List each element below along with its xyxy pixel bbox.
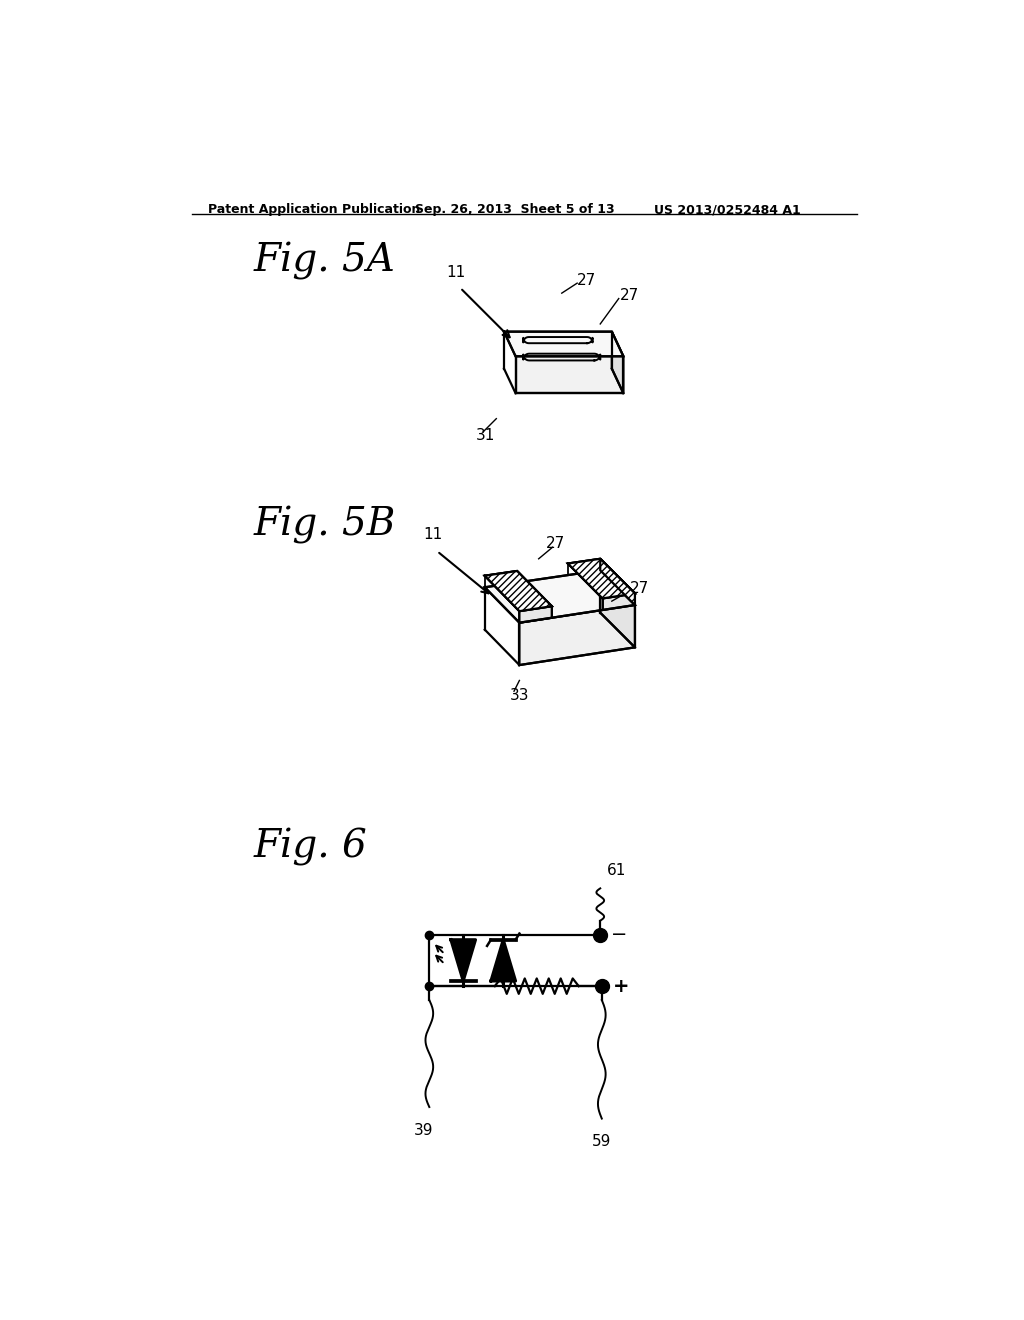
Polygon shape [602, 594, 635, 610]
Polygon shape [519, 606, 552, 623]
Text: −: − [611, 925, 628, 944]
Polygon shape [490, 940, 515, 981]
Text: 11: 11 [446, 265, 466, 280]
Polygon shape [484, 570, 635, 623]
Text: 27: 27 [630, 581, 649, 595]
Text: 39: 39 [414, 1122, 433, 1138]
Polygon shape [515, 356, 624, 393]
Polygon shape [484, 572, 552, 611]
Text: 59: 59 [592, 1134, 611, 1150]
Polygon shape [600, 570, 635, 647]
Text: 61: 61 [606, 863, 626, 878]
Polygon shape [600, 558, 635, 605]
Text: Fig. 6: Fig. 6 [254, 829, 368, 866]
Text: 33: 33 [509, 688, 529, 704]
Text: Sep. 26, 2013  Sheet 5 of 13: Sep. 26, 2013 Sheet 5 of 13 [416, 203, 615, 216]
Text: 27: 27 [547, 536, 565, 550]
Text: Fig. 5B: Fig. 5B [254, 507, 396, 544]
Text: 11: 11 [423, 527, 442, 541]
Polygon shape [484, 572, 552, 611]
Text: 27: 27 [620, 288, 639, 304]
Polygon shape [600, 558, 635, 605]
Text: US 2013/0252484 A1: US 2013/0252484 A1 [654, 203, 801, 216]
Polygon shape [568, 558, 635, 598]
Text: 31: 31 [475, 428, 495, 444]
Text: +: + [612, 977, 629, 995]
Polygon shape [568, 558, 635, 598]
Text: Fig. 5A: Fig. 5A [254, 242, 395, 280]
Polygon shape [451, 940, 475, 981]
Text: 27: 27 [578, 272, 596, 288]
Polygon shape [519, 605, 635, 665]
Polygon shape [611, 331, 624, 393]
Text: Patent Application Publication: Patent Application Publication [208, 203, 420, 216]
Polygon shape [504, 331, 624, 356]
